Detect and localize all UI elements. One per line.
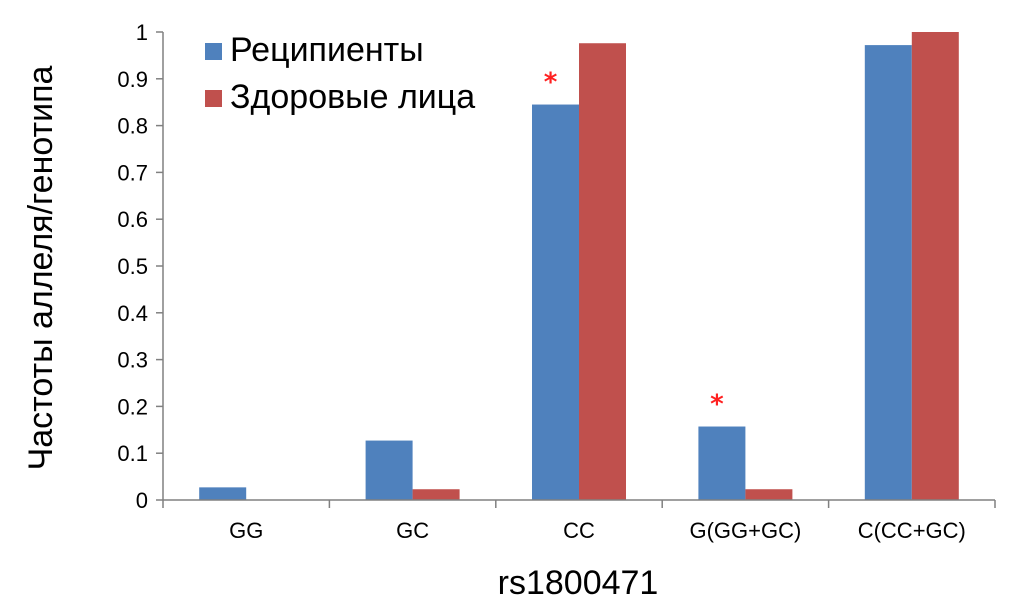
x-tick-label: CC <box>563 518 595 543</box>
legend-swatch <box>205 90 222 107</box>
significance-star: * <box>544 68 558 98</box>
x-axis: GG GC CC G(GG+GC) C(CC+GC) <box>162 499 996 543</box>
legend-swatch <box>205 43 222 60</box>
y-axis-label: Частоты аллеля/генотипа <box>22 66 60 471</box>
x-axis-label: rs1800471 <box>498 564 659 602</box>
x-tick-label: G(GG+GC) <box>689 518 801 543</box>
bar-series-1-3 <box>745 489 793 500</box>
y-tick-label: 0.7 <box>117 160 148 185</box>
y-tick-label: 1 <box>136 20 148 45</box>
y-tick-label: 0.8 <box>117 114 148 139</box>
legend-label: Здоровые лица <box>230 78 475 116</box>
bar-series-0-1 <box>365 440 413 500</box>
y-tick-label: 0.4 <box>117 301 148 326</box>
bar-series-0-4 <box>864 45 912 500</box>
x-tick-label: GC <box>396 518 429 543</box>
bar-series-0-0 <box>199 487 247 500</box>
y-tick-label: 0.1 <box>117 441 148 466</box>
y-tick-label: 0.2 <box>117 394 148 419</box>
y-axis: 0 0.1 0.2 0.3 0.4 0.5 0.6 0.7 0.8 0.9 1 <box>117 20 164 513</box>
y-tick-label: 0.6 <box>117 207 148 232</box>
bar-series-0-2 <box>532 104 579 500</box>
y-tick-label: 0.3 <box>117 348 148 373</box>
y-tick-label: 0.5 <box>117 254 148 279</box>
significance-star: * <box>710 390 724 420</box>
y-tick-label: 0.9 <box>117 67 148 92</box>
bar-series-0-3 <box>698 426 746 500</box>
bar-series-1-4 <box>911 32 959 500</box>
y-tick-label: 0 <box>136 488 148 513</box>
x-tick-label: GG <box>229 518 263 543</box>
legend-label: Реципиенты <box>230 31 424 69</box>
x-tick-label: C(CC+GC) <box>858 518 966 543</box>
plot-area: ** <box>199 32 959 501</box>
bar-series-1-2 <box>579 43 626 501</box>
legend: Реципиенты Здоровые лица <box>205 31 475 116</box>
bar-series-1-1 <box>412 489 460 500</box>
